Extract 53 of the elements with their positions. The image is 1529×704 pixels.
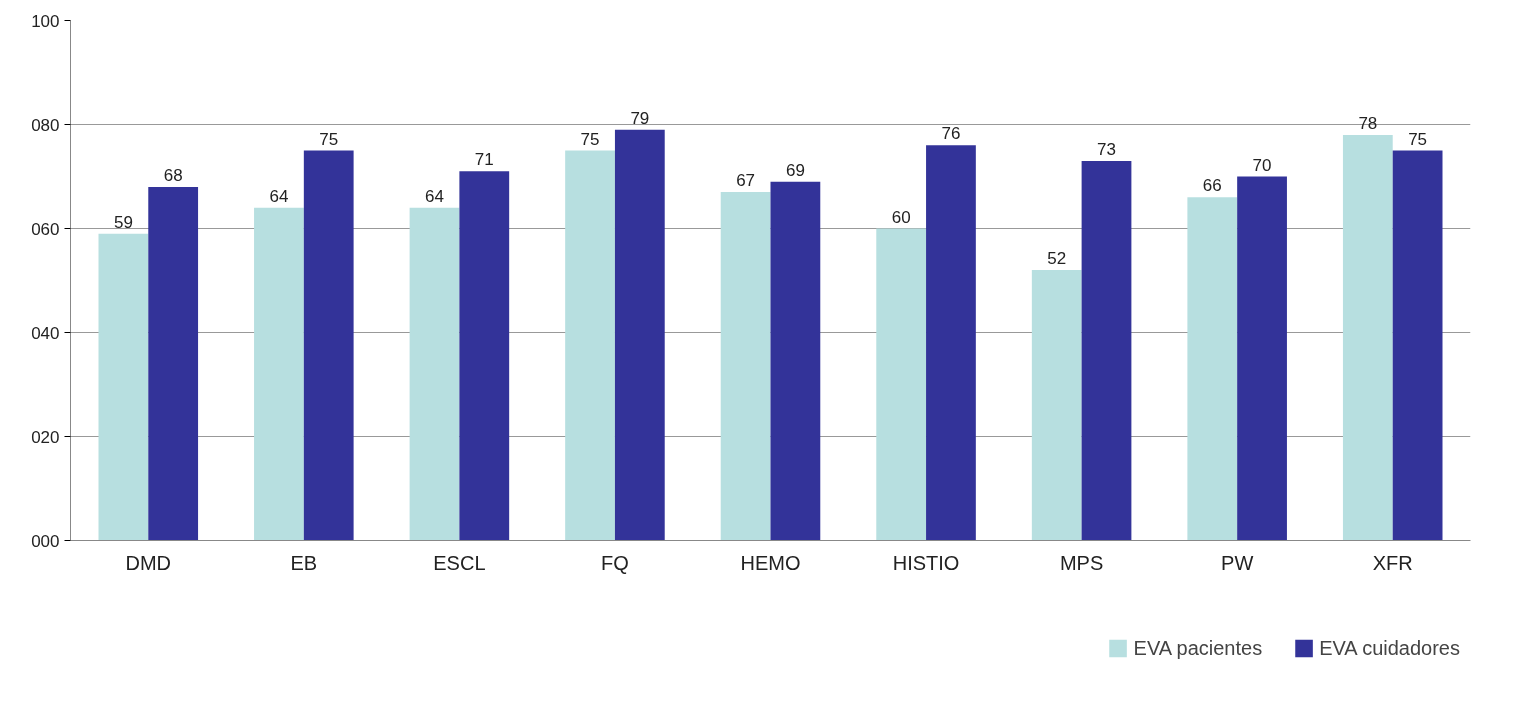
bar	[303, 150, 354, 541]
x-tick-label: EB	[290, 551, 318, 574]
x-tick-label: XFR	[1372, 551, 1413, 574]
x-tick-label: MPS	[1059, 551, 1104, 574]
data-label: 64	[425, 186, 444, 206]
bar	[98, 233, 149, 541]
bar	[148, 186, 199, 541]
data-label: 75	[319, 129, 339, 149]
bar	[254, 207, 304, 541]
data-label: 78	[1358, 113, 1378, 133]
y-tick-label: 040	[31, 323, 60, 343]
x-tick-label: PW	[1221, 551, 1254, 574]
data-label: 70	[1252, 155, 1272, 175]
data-label: 71	[474, 150, 494, 170]
bar	[1342, 134, 1393, 541]
x-tick-label: FQ	[601, 551, 629, 574]
legend-label: EVA cuidadores	[1319, 636, 1460, 660]
bar	[1237, 176, 1287, 541]
data-label: 64	[269, 186, 289, 206]
bar	[720, 192, 771, 541]
data-label: 68	[163, 165, 183, 185]
bar	[459, 171, 510, 541]
x-tick-label: ESCL	[433, 551, 486, 574]
x-tick-label: HISTIO	[892, 551, 960, 574]
bar	[1081, 160, 1132, 541]
bar	[1392, 150, 1443, 541]
bar	[876, 228, 927, 541]
y-tick-label: 080	[31, 115, 60, 135]
data-label: 75	[580, 129, 600, 149]
legend-label: EVA pacientes	[1133, 636, 1263, 660]
data-label: 60	[891, 207, 911, 227]
data-label: 67	[736, 171, 756, 191]
bar	[1187, 197, 1238, 541]
x-tick-label: HEMO	[740, 551, 801, 574]
data-label: 59	[113, 212, 133, 232]
bar	[409, 207, 460, 541]
y-tick-label: 020	[31, 427, 60, 447]
data-label: 52	[1047, 249, 1067, 269]
bar	[770, 181, 821, 541]
bar	[614, 129, 665, 541]
x-tick-label: DMD	[125, 551, 172, 574]
bar	[926, 145, 976, 541]
data-label: 75	[1408, 129, 1428, 149]
bar	[565, 150, 615, 541]
data-label: 66	[1202, 176, 1222, 196]
data-label: 76	[941, 124, 961, 144]
y-tick-label: 060	[31, 219, 60, 239]
data-label: 69	[785, 160, 805, 180]
bar	[1031, 270, 1082, 541]
data-label: 79	[630, 108, 650, 128]
data-label: 73	[1097, 139, 1116, 159]
y-tick-label: 000	[31, 531, 60, 551]
y-tick-label: 100	[31, 11, 60, 31]
